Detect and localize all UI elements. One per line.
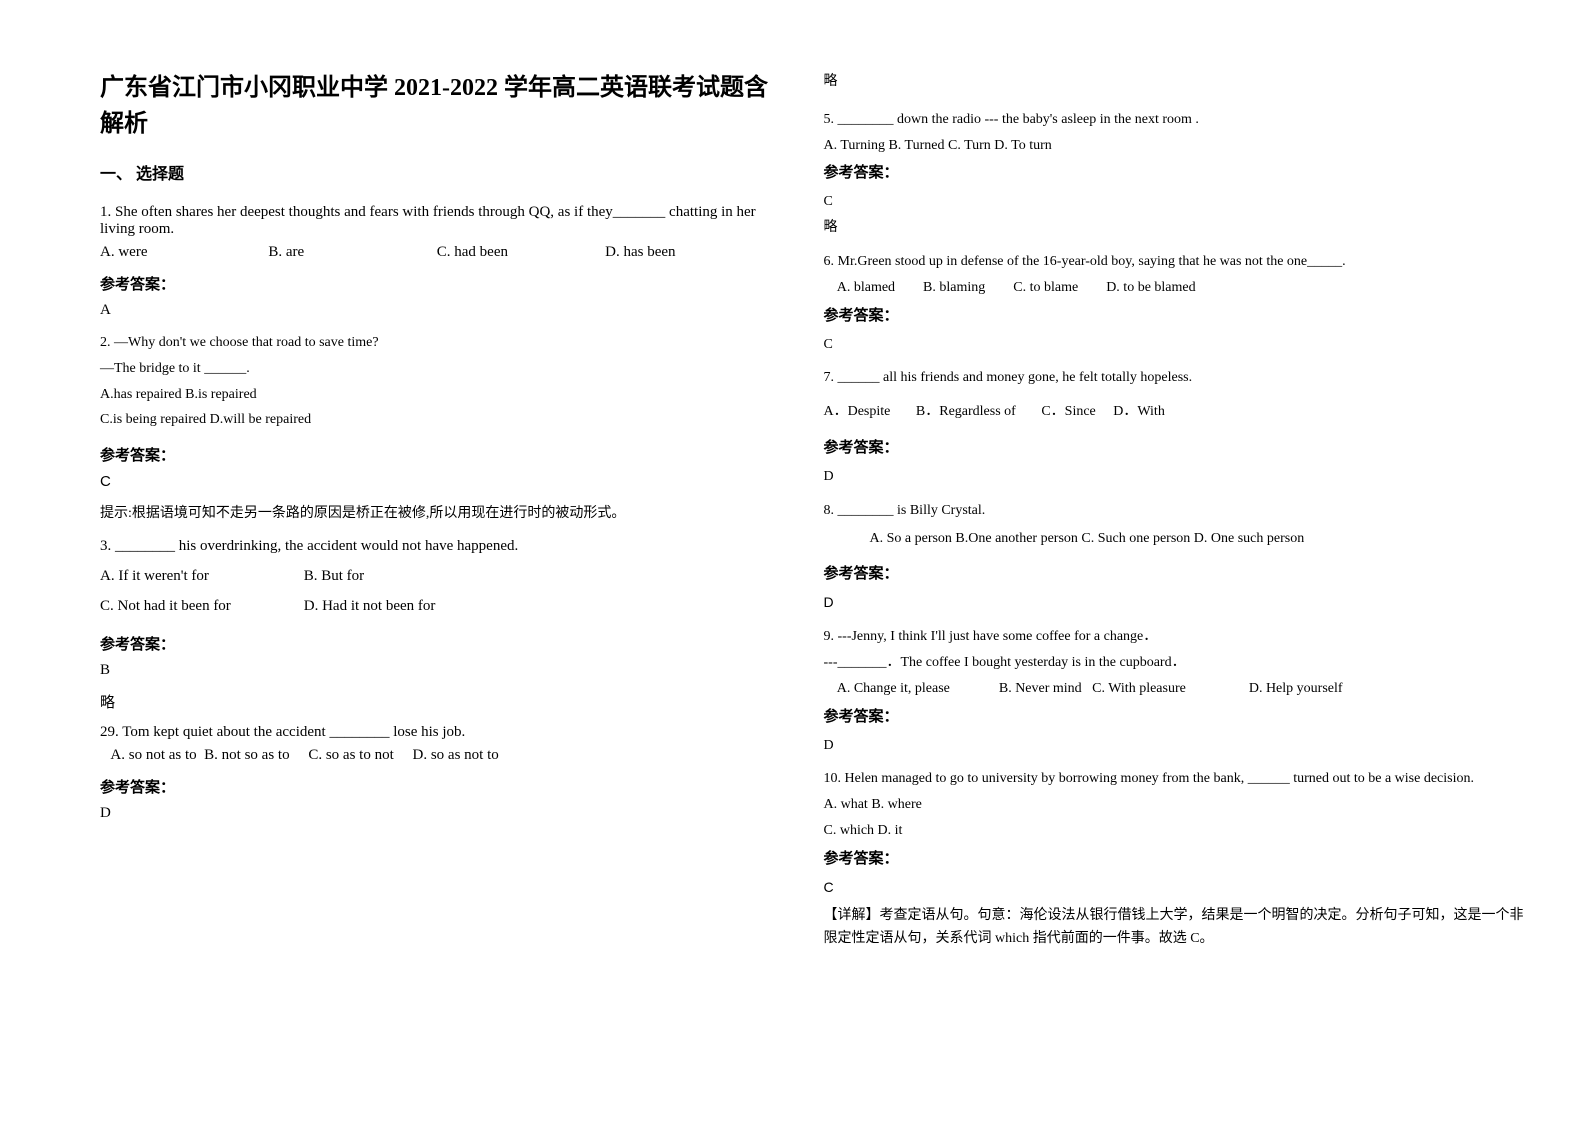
q8-answer: D [824, 591, 1528, 615]
q3-opt-b: B. But for [304, 568, 364, 584]
question-7: 7. ______ all his friends and money gone… [824, 366, 1528, 488]
q1-opt-a: A. were [100, 244, 268, 261]
q5-text: 5. ________ down the radio --- the baby'… [824, 108, 1528, 132]
q8-ref-label: 参考答案： [824, 562, 1528, 583]
q6-options: A. blamed B. blaming C. to blame D. to b… [824, 276, 1528, 300]
q10-answer: C [824, 876, 1528, 900]
q2-answer: C [100, 473, 774, 490]
q1-opt-c: C. had been [437, 244, 605, 261]
q9-ref-label: 参考答案： [824, 705, 1528, 726]
omit-top: 略 [824, 70, 1528, 94]
section-heading: 一、 选择题 [100, 160, 774, 184]
question-3: 3. ________ his overdrinking, the accide… [100, 538, 774, 712]
q7-options: A．Despite B．Regardless of C．Since D．With [824, 400, 1528, 424]
q2-line2: —The bridge to it ______. [100, 357, 774, 381]
q5-ref-label: 参考答案： [824, 161, 1528, 182]
q8-options: A. So a person B.One another person C. S… [824, 527, 1528, 551]
q9-line2: ---_______．The coffee I bought yesterday… [824, 651, 1528, 675]
q2-note: 提示:根据语境可知不走另一条路的原因是桥正在被修,所以用现在进行时的被动形式。 [100, 502, 774, 526]
q3-opt-d: D. Had it not been for [304, 598, 436, 614]
q6-text: 6. Mr.Green stood up in defense of the 1… [824, 250, 1528, 274]
q7-text: 7. ______ all his friends and money gone… [824, 366, 1528, 390]
q5-options: A. Turning B. Turned C. Turn D. To turn [824, 134, 1528, 158]
q7-opt-b: B．Regardless of [916, 404, 1016, 419]
q3-text: 3. ________ his overdrinking, the accide… [100, 538, 774, 555]
q3-options-row1: A. If it weren't for B. But for [100, 561, 774, 591]
q8-text: 8. ________ is Billy Crystal. [824, 499, 1528, 523]
question-10: 10. Helen managed to go to university by… [824, 767, 1528, 951]
question-8: 8. ________ is Billy Crystal. A. So a pe… [824, 499, 1528, 615]
q29-answer: D [100, 805, 774, 822]
q2-line3: A.has repaired B.is repaired [100, 383, 774, 407]
q9-answer: D [824, 734, 1528, 758]
q2-line4: C.is being repaired D.will be repaired [100, 408, 774, 432]
question-5: 5. ________ down the radio --- the baby'… [824, 108, 1528, 240]
q5-omit: 略 [824, 216, 1528, 240]
q1-opt-d: D. has been [605, 244, 773, 261]
q7-opt-a: A．Despite [824, 404, 891, 419]
q3-options-row2: C. Not had it been for D. Had it not bee… [100, 591, 774, 621]
q2-line1: 2. —Why don't we choose that road to sav… [100, 331, 774, 355]
q7-answer: D [824, 465, 1528, 489]
q2-ref-label: 参考答案： [100, 444, 774, 465]
q7-opt-c: C．Since [1041, 404, 1095, 419]
q1-options: A. were B. are C. had been D. has been [100, 244, 774, 261]
question-9: 9. ---Jenny, I think I'll just have some… [824, 625, 1528, 757]
q3-ref-label: 参考答案： [100, 633, 774, 654]
q10-line2: A. what B. where [824, 793, 1528, 817]
question-29: 29. Tom kept quiet about the accident __… [100, 724, 774, 822]
q3-opt-a: A. If it weren't for [100, 561, 300, 591]
q10-line3: C. which D. it [824, 819, 1528, 843]
q1-ref-label: 参考答案： [100, 273, 774, 294]
q10-ref-label: 参考答案： [824, 847, 1528, 868]
q1-opt-b: B. are [268, 244, 436, 261]
q3-omit: 略 [100, 691, 774, 712]
left-column: 广东省江门市小冈职业中学 2021-2022 学年高二英语联考试题含解析 一、 … [100, 70, 814, 1082]
q9-line1: 9. ---Jenny, I think I'll just have some… [824, 625, 1528, 649]
q10-text: 10. Helen managed to go to university by… [824, 767, 1528, 791]
q7-ref-label: 参考答案： [824, 436, 1528, 457]
q29-ref-label: 参考答案： [100, 776, 774, 797]
q29-options: A. so not as to B. not so as to C. so as… [100, 747, 774, 764]
right-column: 略 5. ________ down the radio --- the bab… [814, 70, 1528, 1082]
question-1: 1. She often shares her deepest thoughts… [100, 204, 774, 319]
page-root: 广东省江门市小冈职业中学 2021-2022 学年高二英语联考试题含解析 一、 … [0, 0, 1587, 1122]
q7-opt-d: D．With [1113, 404, 1165, 419]
q5-answer: C [824, 190, 1528, 214]
question-6: 6. Mr.Green stood up in defense of the 1… [824, 250, 1528, 356]
doc-title: 广东省江门市小冈职业中学 2021-2022 学年高二英语联考试题含解析 [100, 70, 774, 142]
q6-answer: C [824, 333, 1528, 357]
q3-opt-c: C. Not had it been for [100, 591, 300, 621]
q6-ref-label: 参考答案： [824, 304, 1528, 325]
q10-note: 【详解】考查定语从句。句意：海伦设法从银行借钱上大学，结果是一个明智的决定。分析… [824, 904, 1528, 952]
q1-answer: A [100, 302, 774, 319]
question-2: 2. —Why don't we choose that road to sav… [100, 331, 774, 526]
q9-options: A. Change it, please B. Never mind C. Wi… [824, 677, 1528, 701]
q1-text: 1. She often shares her deepest thoughts… [100, 204, 774, 238]
q3-answer: B [100, 662, 774, 679]
q29-text: 29. Tom kept quiet about the accident __… [100, 724, 774, 741]
